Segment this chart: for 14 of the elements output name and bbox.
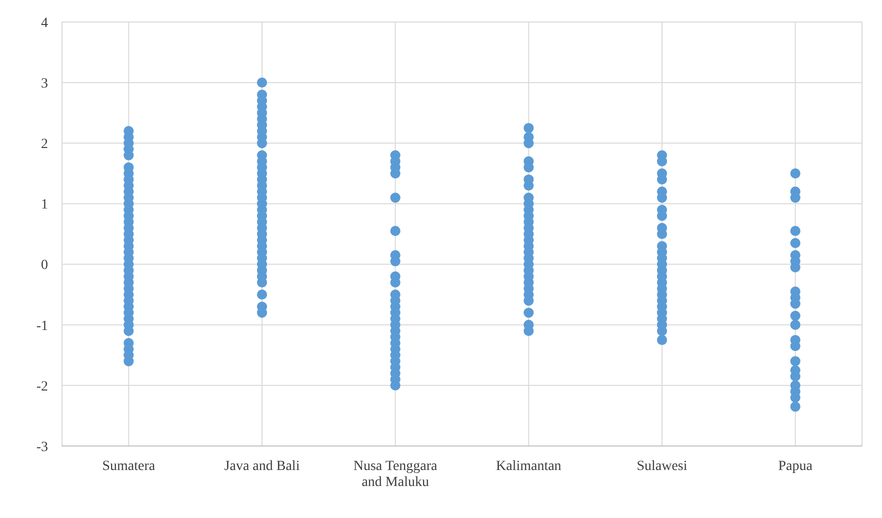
x-tick-label: Sulawesi bbox=[636, 459, 688, 474]
y-tick-label: -2 bbox=[36, 379, 48, 394]
y-tick-label: 0 bbox=[41, 258, 48, 274]
x-tick-label: Java and Bali bbox=[224, 459, 300, 474]
x-tick-label: Sumatera bbox=[102, 459, 156, 474]
x-tick-label: Kalimantan bbox=[496, 459, 562, 474]
x-tick-label: Papua bbox=[778, 459, 814, 474]
y-tick-label: -3 bbox=[36, 440, 48, 455]
y-tick-label: 1 bbox=[41, 198, 48, 213]
x-tick-label: Nusa Tenggara and Maluku bbox=[353, 459, 438, 490]
y-tick-label: -1 bbox=[36, 318, 48, 334]
y-tick-label: 2 bbox=[41, 137, 48, 152]
y-tick-label: 3 bbox=[41, 76, 48, 92]
y-tick-label: 4 bbox=[41, 16, 48, 31]
